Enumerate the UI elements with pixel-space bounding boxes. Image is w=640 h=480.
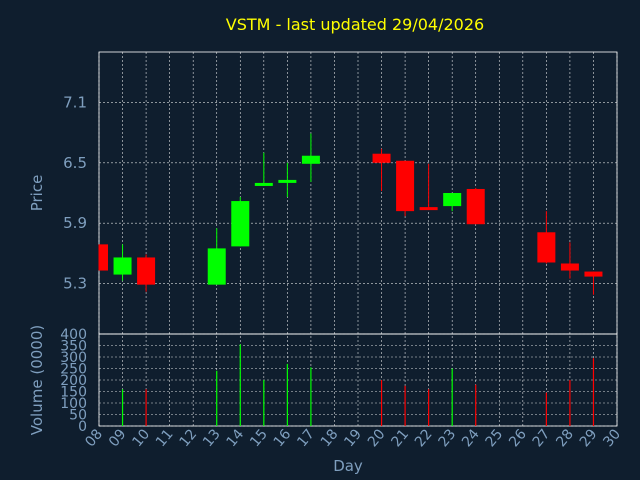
day-tick-label: 16 bbox=[271, 426, 295, 450]
day-tick-label: 23 bbox=[436, 426, 460, 450]
volume-panel-frame bbox=[98, 333, 618, 427]
price-axis-label: Price bbox=[28, 175, 46, 212]
volume-tick-label: 400 bbox=[60, 327, 87, 343]
candle-body bbox=[254, 182, 273, 186]
day-tick-label: 29 bbox=[577, 426, 601, 450]
volume-bars bbox=[121, 344, 595, 426]
day-tick-label: 17 bbox=[294, 426, 318, 450]
chart-title: VSTM - last updated 29/04/2026 bbox=[226, 15, 484, 34]
volume-tick-label: 250 bbox=[60, 362, 87, 378]
volume-tick-label: 50 bbox=[69, 408, 87, 424]
candle-body bbox=[537, 232, 556, 263]
day-tick-label: 12 bbox=[177, 426, 201, 450]
day-tick-label: 15 bbox=[247, 426, 271, 450]
day-tick-label: 21 bbox=[388, 426, 412, 450]
volume-tick-label: 0 bbox=[78, 419, 87, 435]
day-tick-label: 30 bbox=[600, 426, 624, 450]
candles bbox=[98, 133, 603, 295]
candle-body bbox=[278, 179, 297, 183]
price-tick-label: 6.5 bbox=[63, 154, 87, 172]
day-tick-label: 10 bbox=[129, 426, 153, 450]
day-tick-label: 09 bbox=[106, 426, 130, 450]
volume-axis-label: Volume (0000) bbox=[28, 325, 46, 435]
candle-body bbox=[99, 244, 108, 271]
day-tick-label: 28 bbox=[553, 426, 577, 450]
candle-body bbox=[137, 257, 156, 285]
day-tick-label: 19 bbox=[341, 426, 365, 450]
volume-tick-label: 150 bbox=[60, 385, 87, 401]
volume-tick-label: 300 bbox=[60, 350, 87, 366]
day-tick-label: 26 bbox=[506, 426, 530, 450]
candle-body bbox=[372, 153, 391, 163]
day-tick-label: 24 bbox=[459, 426, 483, 450]
day-tick-label: 20 bbox=[365, 426, 389, 450]
volume-tick-label: 200 bbox=[60, 373, 87, 389]
candle-body bbox=[113, 257, 132, 275]
price-tick-label: 7.1 bbox=[63, 93, 87, 111]
candle-body bbox=[584, 271, 603, 277]
day-tick-label: 27 bbox=[530, 426, 554, 450]
price-tick-label: 5.3 bbox=[63, 275, 87, 293]
volume-tick-label: 100 bbox=[60, 396, 87, 412]
price-ticks: 5.3 5.9 6.5 7.1 bbox=[63, 93, 87, 292]
candle-body bbox=[466, 188, 485, 225]
day-tick-label: 25 bbox=[483, 426, 507, 450]
candle-body bbox=[560, 263, 579, 271]
day-tick-label: 13 bbox=[200, 426, 224, 450]
candle-body bbox=[443, 193, 462, 207]
candle-body bbox=[301, 155, 320, 164]
day-tick-label: 11 bbox=[153, 426, 177, 450]
candle-body bbox=[231, 201, 250, 247]
price-tick-label: 5.9 bbox=[63, 214, 87, 232]
day-axis-label: Day bbox=[333, 457, 363, 475]
volume-tick-label: 350 bbox=[60, 339, 87, 355]
candle-body bbox=[419, 207, 438, 211]
candle-body bbox=[396, 160, 415, 212]
day-tick-label: 14 bbox=[224, 426, 248, 450]
day-ticks: 08 09 10 11 12 13 14 15 16 17 18 19 20 21 22 23 24 25 26 27… bbox=[82, 426, 624, 450]
candle-body bbox=[207, 248, 226, 285]
day-tick-label: 18 bbox=[318, 426, 342, 450]
day-tick-label: 22 bbox=[412, 426, 436, 450]
